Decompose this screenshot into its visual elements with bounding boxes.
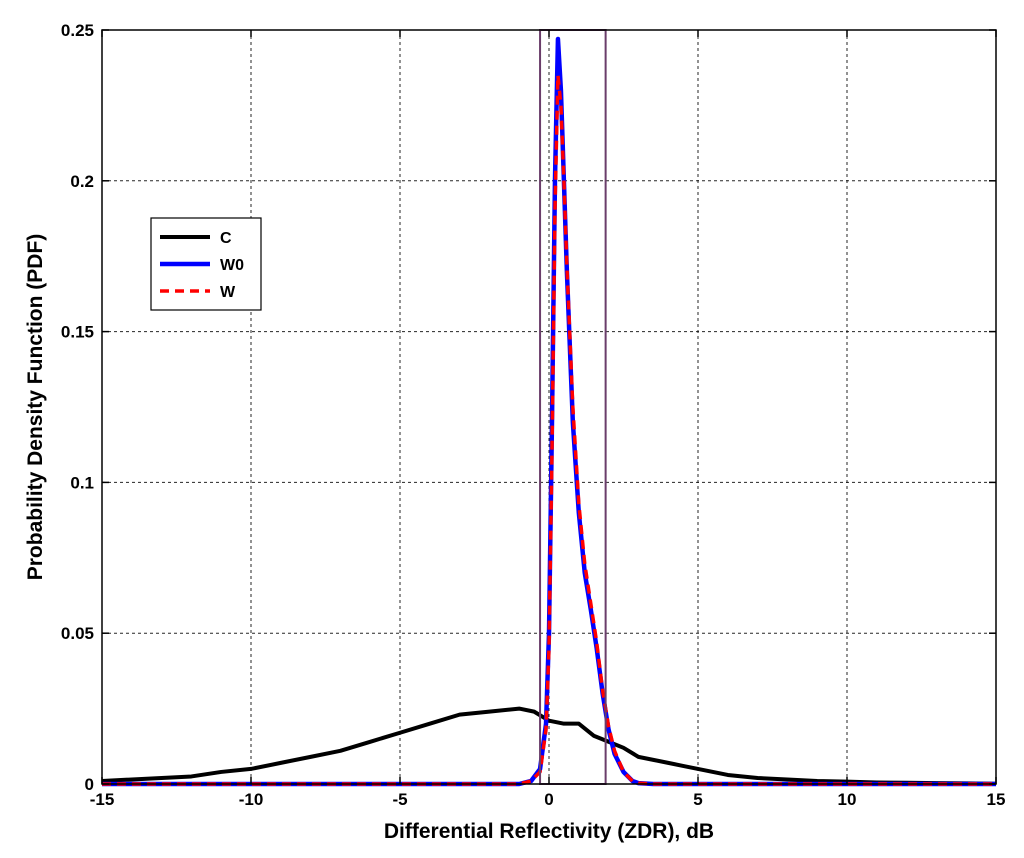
legend: C W0 W xyxy=(150,217,262,311)
y-tick-label: 0 xyxy=(85,775,94,794)
y-tick-label: 0.1 xyxy=(70,473,94,492)
series-line-w xyxy=(102,73,996,786)
axis-ticks: -15 -10 -5 0 5 10 15 0 0.05 0.1 0.15 0.2 0.25 xyxy=(61,21,1006,809)
x-tick-label: 15 xyxy=(987,790,1006,809)
legend-label-w0: W0 xyxy=(220,257,244,274)
y-axis-title: Probability Density Function (PDF) xyxy=(24,234,47,581)
y-tick-label: 0.05 xyxy=(61,624,94,643)
x-tick-label: 10 xyxy=(838,790,857,809)
legend-label-w: W xyxy=(220,284,236,301)
x-tick-label: 5 xyxy=(693,790,702,809)
legend-label-c: C xyxy=(220,230,232,247)
y-tick-label: 0.25 xyxy=(61,21,94,40)
data-series xyxy=(101,36,997,787)
x-tick-label: -15 xyxy=(90,790,115,809)
series-line-c xyxy=(101,706,997,786)
y-tick-label: 0.15 xyxy=(61,323,94,342)
x-tick-label: 0 xyxy=(544,790,553,809)
x-tick-label: -10 xyxy=(239,790,264,809)
x-tick-label: -5 xyxy=(392,790,407,809)
x-axis-title: Differential Reflectivity (ZDR), dB xyxy=(384,820,714,843)
y-tick-label: 0.2 xyxy=(70,172,94,191)
